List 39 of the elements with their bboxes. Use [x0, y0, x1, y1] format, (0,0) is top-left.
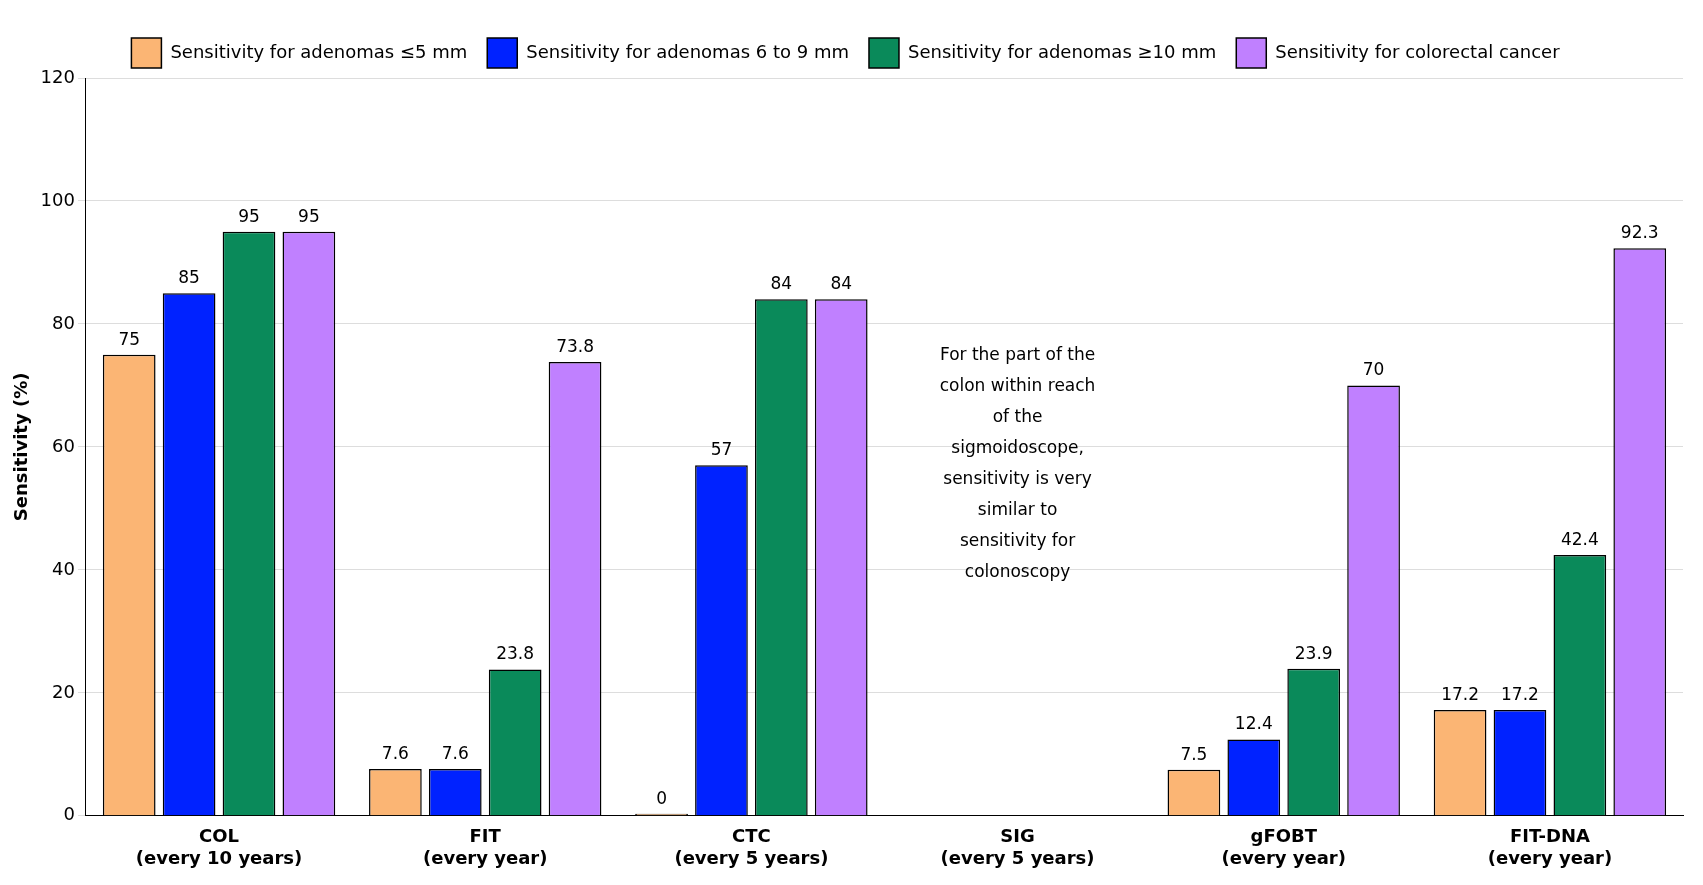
x-tick-label: CTC (every 5 years): [674, 825, 829, 868]
x-tick-label: gFOBT (every year): [1221, 825, 1346, 868]
x-tick-label: FIT-DNA (every year): [1487, 825, 1613, 868]
data-label: 7.5: [1180, 743, 1208, 764]
data-label: 23.8: [496, 643, 535, 664]
data-label: 84: [830, 273, 853, 294]
data-label: 7.6: [381, 742, 409, 763]
y-tick-label: 40: [52, 557, 75, 579]
y-axis-title: Sensitivity (%): [10, 372, 32, 522]
y-tick-label: 100: [40, 188, 75, 210]
data-label: 17.2: [1441, 683, 1480, 704]
y-tick-label: 20: [52, 680, 75, 702]
y-tick-label: 0: [63, 803, 75, 825]
data-label: 92.3: [1620, 222, 1659, 243]
data-label: 95: [238, 205, 260, 226]
data-label: 95: [298, 205, 320, 226]
data-label: 7.6: [441, 742, 469, 763]
data-label: 0: [656, 787, 667, 808]
y-tick-label: 60: [52, 434, 75, 456]
y-tick-label: 120: [40, 65, 75, 87]
data-label: 85: [178, 267, 200, 288]
data-label: 57: [710, 439, 733, 460]
data-label: 42.4: [1560, 529, 1599, 550]
x-tick-label: FIT (every year): [422, 825, 548, 868]
x-tick-label: SIG (every 5 years): [940, 825, 1095, 868]
legend-label: Sensitivity for colorectal cancer: [1275, 40, 1561, 62]
data-label: 12.4: [1234, 713, 1273, 734]
legend-label: Sensitivity for adenomas 6 to 9 mm: [526, 40, 849, 62]
y-tick-label: 80: [52, 311, 75, 333]
data-label: 84: [770, 273, 793, 294]
data-label: 75: [118, 328, 141, 349]
data-label: 70: [1362, 359, 1385, 380]
legend-label: Sensitivity for adenomas ≤5 mm: [170, 40, 468, 62]
data-label: 23.9: [1294, 642, 1333, 663]
data-label: 73.8: [556, 335, 594, 356]
annotation: For the part of the colon within reach of the sigmoidoscope, sensitivity is very similar to sensitivity for colonoscopy: [939, 343, 1096, 581]
data-label: 17.2: [1501, 683, 1539, 704]
x-tick-label: COL (every 10 years): [135, 825, 303, 868]
legend-label: Sensitivity for adenomas ≥10 mm: [907, 40, 1217, 62]
